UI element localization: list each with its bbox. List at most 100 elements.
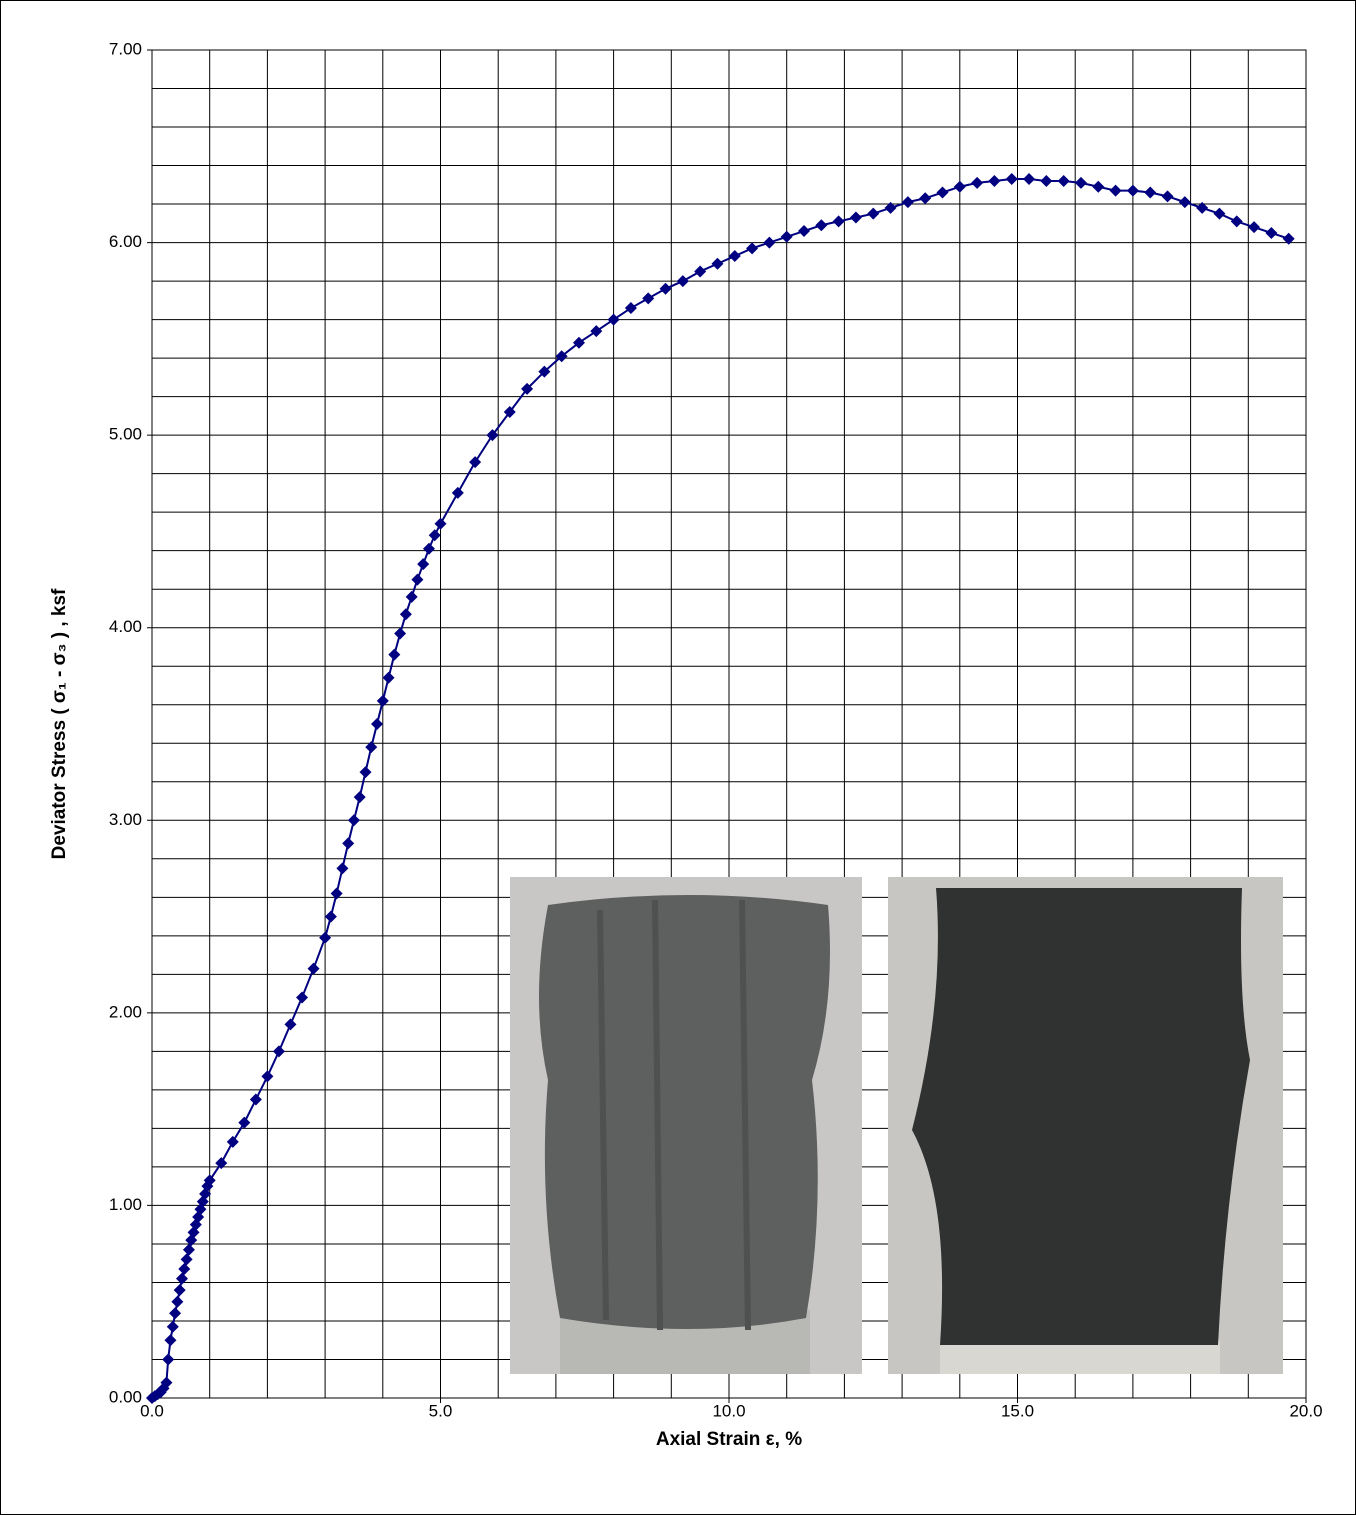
data-point [434, 517, 447, 530]
data-point [347, 814, 360, 827]
data-point [176, 1272, 189, 1285]
data-point [659, 282, 672, 295]
y-tick-label: 3.00 [109, 810, 142, 829]
data-point [798, 225, 811, 238]
data-point [180, 1253, 193, 1266]
data-point [388, 648, 401, 661]
data-point [296, 991, 309, 1004]
data-point [405, 590, 418, 603]
y-tick-label: 7.00 [109, 39, 142, 58]
data-point [988, 174, 1001, 187]
data-point [1178, 196, 1191, 209]
data-point [486, 429, 499, 442]
data-point [694, 265, 707, 278]
data-point [324, 910, 337, 923]
data-point [353, 791, 366, 804]
data-point [428, 529, 441, 542]
data-point [166, 1320, 179, 1333]
photo-specimen [539, 895, 830, 1329]
data-point [336, 862, 349, 875]
data-point [382, 671, 395, 684]
data-point [1144, 186, 1157, 199]
data-point [451, 486, 464, 499]
data-point [763, 236, 776, 249]
data-point [215, 1157, 228, 1170]
data-point [182, 1243, 195, 1256]
data-point [1092, 180, 1105, 193]
y-tick-label: 1.00 [109, 1195, 142, 1214]
data-point [953, 180, 966, 193]
photo-base [940, 1340, 1220, 1374]
data-point [422, 542, 435, 555]
data-point [171, 1295, 184, 1308]
data-point [330, 887, 343, 900]
photo-specimen [912, 888, 1250, 1345]
data-point [1023, 173, 1036, 186]
data-point [832, 215, 845, 228]
y-tick-label: 6.00 [109, 232, 142, 251]
data-point [919, 192, 932, 205]
data-point [728, 250, 741, 263]
y-tick-label: 2.00 [109, 1002, 142, 1021]
data-point [555, 350, 568, 363]
data-point [849, 211, 862, 224]
data-point [164, 1334, 177, 1347]
y-tick-label: 5.00 [109, 425, 142, 444]
data-point [1126, 184, 1139, 197]
photo-right [888, 877, 1283, 1374]
data-point [417, 558, 430, 571]
data-point [884, 201, 897, 214]
data-point [1161, 190, 1174, 203]
data-point [867, 207, 880, 220]
data-point [469, 456, 482, 469]
data-point [572, 336, 585, 349]
data-point [1230, 215, 1243, 228]
data-point [226, 1135, 239, 1148]
data-point [676, 275, 689, 288]
data-point [1057, 174, 1070, 187]
data-point [1109, 184, 1122, 197]
x-tick-label: 0.0 [140, 1401, 164, 1420]
data-point [971, 176, 984, 189]
data-point [319, 931, 332, 944]
data-point [342, 837, 355, 850]
data-point [399, 608, 412, 621]
data-point [411, 573, 424, 586]
data-point [624, 302, 637, 315]
data-point [169, 1307, 182, 1320]
x-axis-title: Axial Strain ε, % [656, 1429, 802, 1450]
data-point [607, 313, 620, 326]
data-point [936, 186, 949, 199]
data-point [160, 1376, 173, 1389]
x-tick-label: 15.0 [1001, 1401, 1034, 1420]
data-point [376, 694, 389, 707]
data-point [238, 1116, 251, 1129]
data-point [1074, 176, 1087, 189]
data-point [359, 766, 372, 779]
data-point [1196, 201, 1209, 214]
x-tick-label: 10.0 [712, 1401, 745, 1420]
data-point [521, 382, 534, 395]
y-tick-label: 4.00 [109, 617, 142, 636]
photo-streaks [597, 899, 751, 1331]
data-point [711, 257, 724, 270]
data-point [272, 1045, 285, 1058]
data-point [1040, 174, 1053, 187]
data-point [307, 962, 320, 975]
data-point [1005, 173, 1018, 186]
data-point [746, 242, 759, 255]
data-point [365, 741, 378, 754]
data-point [178, 1262, 191, 1275]
data-point [1248, 221, 1261, 234]
data-point [538, 365, 551, 378]
data-point [780, 230, 793, 243]
data-point [503, 406, 516, 419]
y-axis-title: Deviator Stress ( σ₁ - σ₃ ) , ksf [49, 588, 70, 859]
x-tick-label: 20.0 [1289, 1401, 1322, 1420]
data-point [173, 1284, 186, 1297]
data-point [901, 196, 914, 209]
data-point [1213, 207, 1226, 220]
data-point [1282, 232, 1295, 245]
